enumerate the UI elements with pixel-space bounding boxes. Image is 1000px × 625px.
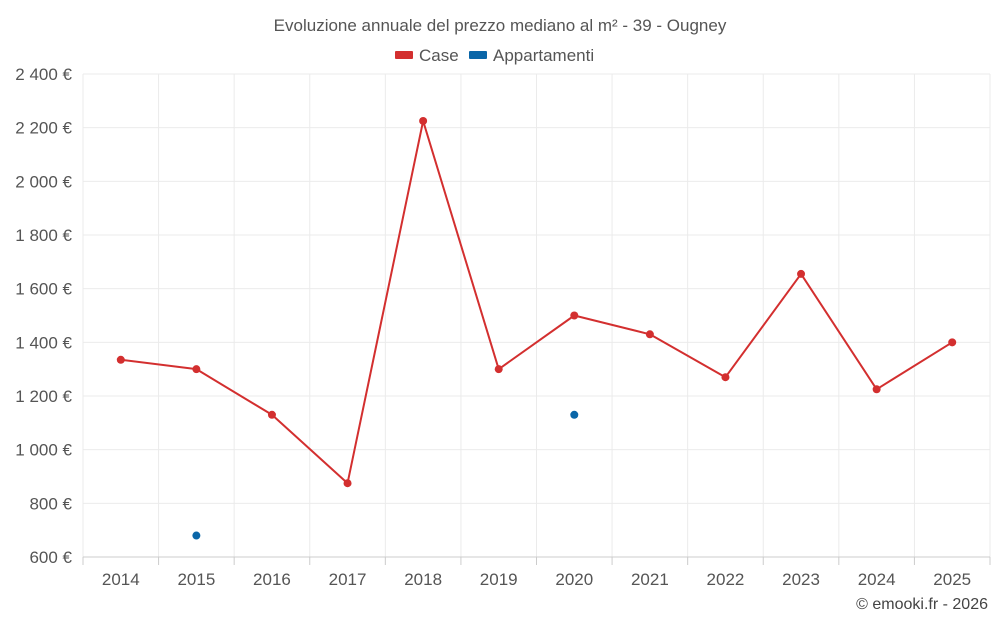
legend-swatch-appartamenti bbox=[469, 51, 487, 59]
series-case bbox=[116, 116, 957, 488]
chart-title: Evoluzione annuale del prezzo mediano al… bbox=[274, 16, 727, 35]
y-tick-label: 800 € bbox=[29, 494, 72, 513]
x-tick-label: 2014 bbox=[102, 570, 140, 589]
y-tick-label: 1 600 € bbox=[15, 280, 72, 299]
x-tick-label: 2023 bbox=[782, 570, 820, 589]
x-tick-label: 2020 bbox=[555, 570, 593, 589]
axes: 600 € 800 € 1 000 € 1 200 € 1 400 € 1 600 € 1 … bbox=[15, 65, 991, 589]
y-tick-label: 600 € bbox=[29, 548, 72, 567]
data-point-case-2015[interactable] bbox=[192, 365, 201, 374]
x-tick-label: 2018 bbox=[404, 570, 442, 589]
y-tick-label: 1 400 € bbox=[15, 333, 72, 352]
x-tick-label: 2021 bbox=[631, 570, 669, 589]
x-tick-label: 2015 bbox=[177, 570, 215, 589]
legend-swatch-case bbox=[395, 51, 413, 59]
data-point-case-2014[interactable] bbox=[116, 355, 125, 364]
credit-text[interactable]: © emooki.fr - 2026 bbox=[856, 596, 988, 613]
data-point-case-2016[interactable] bbox=[267, 410, 276, 419]
x-tick-label: 2024 bbox=[858, 570, 896, 589]
data-point-appartamenti-2020[interactable] bbox=[570, 410, 579, 419]
y-tick-label: 1 200 € bbox=[15, 387, 72, 406]
data-point-case-2024[interactable] bbox=[872, 385, 881, 394]
x-tick-label: 2016 bbox=[253, 570, 291, 589]
series-appartamenti bbox=[192, 410, 579, 540]
data-point-appartamenti-2015[interactable] bbox=[192, 531, 201, 540]
y-tick-label: 2 000 € bbox=[15, 172, 72, 191]
x-tick-label: 2019 bbox=[480, 570, 518, 589]
data-point-case-2021[interactable] bbox=[645, 330, 654, 339]
data-point-case-2023[interactable] bbox=[797, 269, 806, 278]
legend-label-appartamenti: Appartamenti bbox=[493, 46, 594, 65]
x-tick-label: 2025 bbox=[933, 570, 971, 589]
data-point-case-2017[interactable] bbox=[343, 479, 352, 488]
y-tick-label: 1 800 € bbox=[15, 226, 72, 245]
legend-item-case[interactable]: Case bbox=[395, 46, 459, 65]
legend-item-appartamenti[interactable]: Appartamenti bbox=[469, 46, 594, 65]
data-point-case-2018[interactable] bbox=[419, 116, 428, 125]
series-line-case bbox=[120, 119, 953, 485]
series bbox=[116, 116, 957, 540]
grid bbox=[82, 73, 991, 557]
y-tick-label: 2 200 € bbox=[15, 119, 72, 138]
data-point-case-2019[interactable] bbox=[494, 365, 503, 374]
x-tick-label: 2017 bbox=[329, 570, 367, 589]
y-tick-label: 1 000 € bbox=[15, 441, 72, 460]
legend-label-case: Case bbox=[419, 46, 459, 65]
y-tick-label: 2 400 € bbox=[15, 65, 72, 84]
legend: Case Appartamenti bbox=[395, 46, 594, 65]
data-point-case-2020[interactable] bbox=[570, 311, 579, 320]
data-point-case-2025[interactable] bbox=[948, 338, 957, 347]
data-point-case-2022[interactable] bbox=[721, 373, 730, 382]
x-tick-label: 2022 bbox=[707, 570, 745, 589]
